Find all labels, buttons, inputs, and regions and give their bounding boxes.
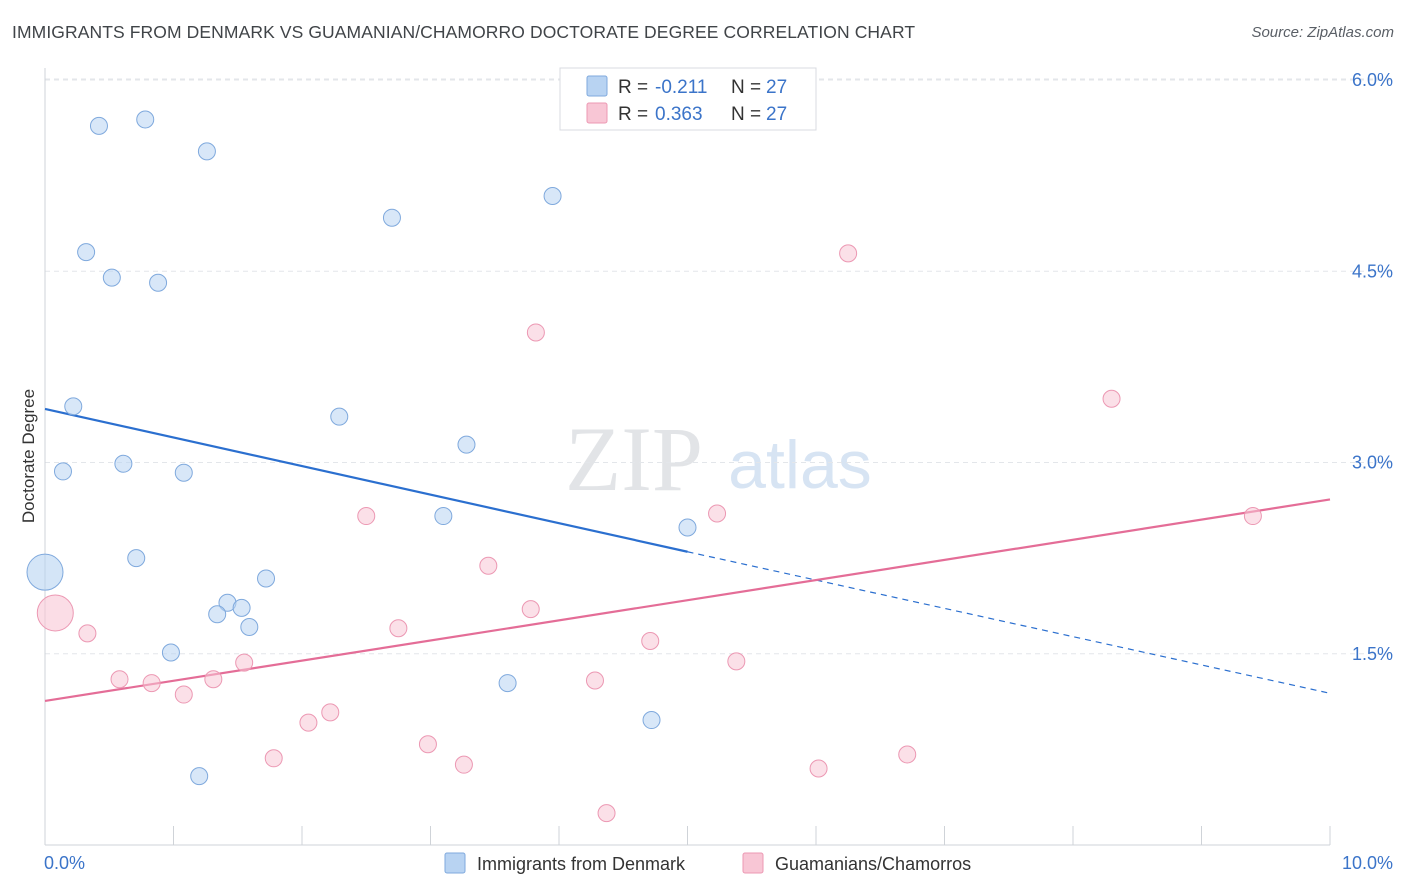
trend-line-denmark: [44, 407, 688, 553]
point-denmark: [190, 767, 209, 786]
point-denmark: [64, 397, 83, 416]
point-guamanian: [418, 735, 437, 754]
point-denmark: [53, 462, 72, 481]
point-denmark: [149, 273, 168, 292]
point-denmark: [77, 243, 96, 262]
point-denmark: [232, 598, 251, 617]
point-guamanian: [299, 713, 318, 732]
point-guamanian: [357, 507, 376, 526]
point-guamanian: [174, 685, 193, 704]
point-denmark: [136, 110, 155, 129]
point-denmark: [197, 142, 216, 161]
point-denmark: [642, 711, 661, 730]
legend-swatch-pink: [586, 102, 608, 124]
watermark-atlas: atlas: [728, 427, 872, 503]
stats-legend: R = -0.211 N = 27 R = 0.363 N = 27: [559, 67, 817, 131]
trend-line-denmark-extrapolated: [687, 551, 1331, 694]
series-legend-swatch-guamanian: [742, 852, 764, 874]
point-denmark: [257, 569, 276, 588]
series-legend-label-guamanian: Guamanians/Chamorros: [775, 854, 971, 874]
legend-r-value: 0.363: [655, 104, 703, 125]
point-guamanian: [479, 556, 498, 575]
point-guamanian: [1102, 389, 1121, 408]
point-denmark: [457, 435, 476, 454]
trend-lines: [44, 407, 1331, 703]
point-guamanian: [727, 652, 746, 671]
point-denmark: [208, 605, 227, 624]
point-guamanian: [454, 755, 473, 774]
point-guamanian: [264, 749, 283, 768]
series-legend-swatch-denmark: [444, 852, 466, 874]
watermark: ZIP atlas: [565, 408, 872, 510]
legend-n-label: N =: [731, 104, 761, 125]
legend-n-value: 27: [766, 77, 787, 98]
legend-r-label: R =: [618, 104, 648, 125]
point-denmark: [498, 674, 517, 693]
axes: [44, 68, 1331, 846]
x-tick-labels: 0.0% 10.0%: [44, 853, 1393, 873]
point-denmark: [240, 617, 259, 636]
y-tick-label: 1.5%: [1352, 644, 1393, 664]
point-denmark: [26, 553, 64, 591]
series-legend-label-denmark: Immigrants from Denmark: [477, 854, 686, 874]
point-guamanian: [898, 745, 917, 764]
point-denmark: [543, 187, 562, 206]
point-denmark: [114, 454, 133, 473]
x-tick-label: 10.0%: [1342, 853, 1393, 873]
point-guamanian: [641, 632, 660, 650]
point-denmark: [330, 407, 349, 426]
point-denmark: [127, 549, 146, 568]
series-legend: Immigrants from Denmark Guamanians/Chamo…: [444, 852, 971, 874]
point-denmark: [174, 463, 193, 482]
point-guamanian: [526, 323, 545, 342]
watermark-zip: ZIP: [565, 408, 703, 510]
point-guamanian: [142, 674, 161, 693]
gridlines: [45, 78, 1393, 655]
trend-line-guamanian: [44, 498, 1331, 703]
point-guamanian: [809, 759, 828, 778]
point-guamanian: [36, 594, 74, 632]
point-denmark: [161, 643, 180, 662]
point-denmark: [89, 116, 108, 135]
point-guamanian: [839, 244, 858, 263]
point-denmark: [382, 208, 401, 227]
point-guamanian: [389, 619, 408, 638]
y-tick-labels: 1.5% 3.0% 4.5% 6.0%: [1352, 70, 1393, 664]
point-guamanian: [521, 600, 540, 619]
point-denmark: [434, 507, 453, 526]
point-guamanian: [708, 504, 727, 523]
point-guamanian: [235, 653, 254, 672]
source-credit: Source: ZipAtlas.com: [1251, 24, 1394, 41]
point-guamanian: [78, 624, 97, 643]
y-tick-label: 4.5%: [1352, 261, 1393, 281]
legend-n-label: N =: [731, 77, 761, 98]
data-points: [26, 110, 1262, 823]
y-tick-label: 3.0%: [1352, 453, 1393, 473]
point-guamanian: [585, 671, 604, 690]
legend-n-value: 27: [766, 104, 787, 125]
point-guamanian: [321, 703, 340, 722]
point-denmark: [678, 518, 697, 537]
point-denmark: [102, 268, 121, 287]
point-guamanian: [204, 670, 223, 689]
point-guamanian: [110, 670, 129, 689]
point-guamanian: [597, 804, 616, 823]
legend-r-label: R =: [618, 77, 648, 98]
legend-swatch-blue: [586, 75, 608, 97]
legend-r-value: -0.211: [655, 77, 707, 98]
y-axis-label: Doctorate Degree: [19, 389, 38, 523]
x-tick-label: 0.0%: [44, 853, 85, 873]
point-guamanian: [1243, 507, 1262, 526]
chart-title: IMMIGRANTS FROM DENMARK VS GUAMANIAN/CHA…: [12, 22, 916, 42]
y-tick-label: 6.0%: [1352, 70, 1393, 90]
